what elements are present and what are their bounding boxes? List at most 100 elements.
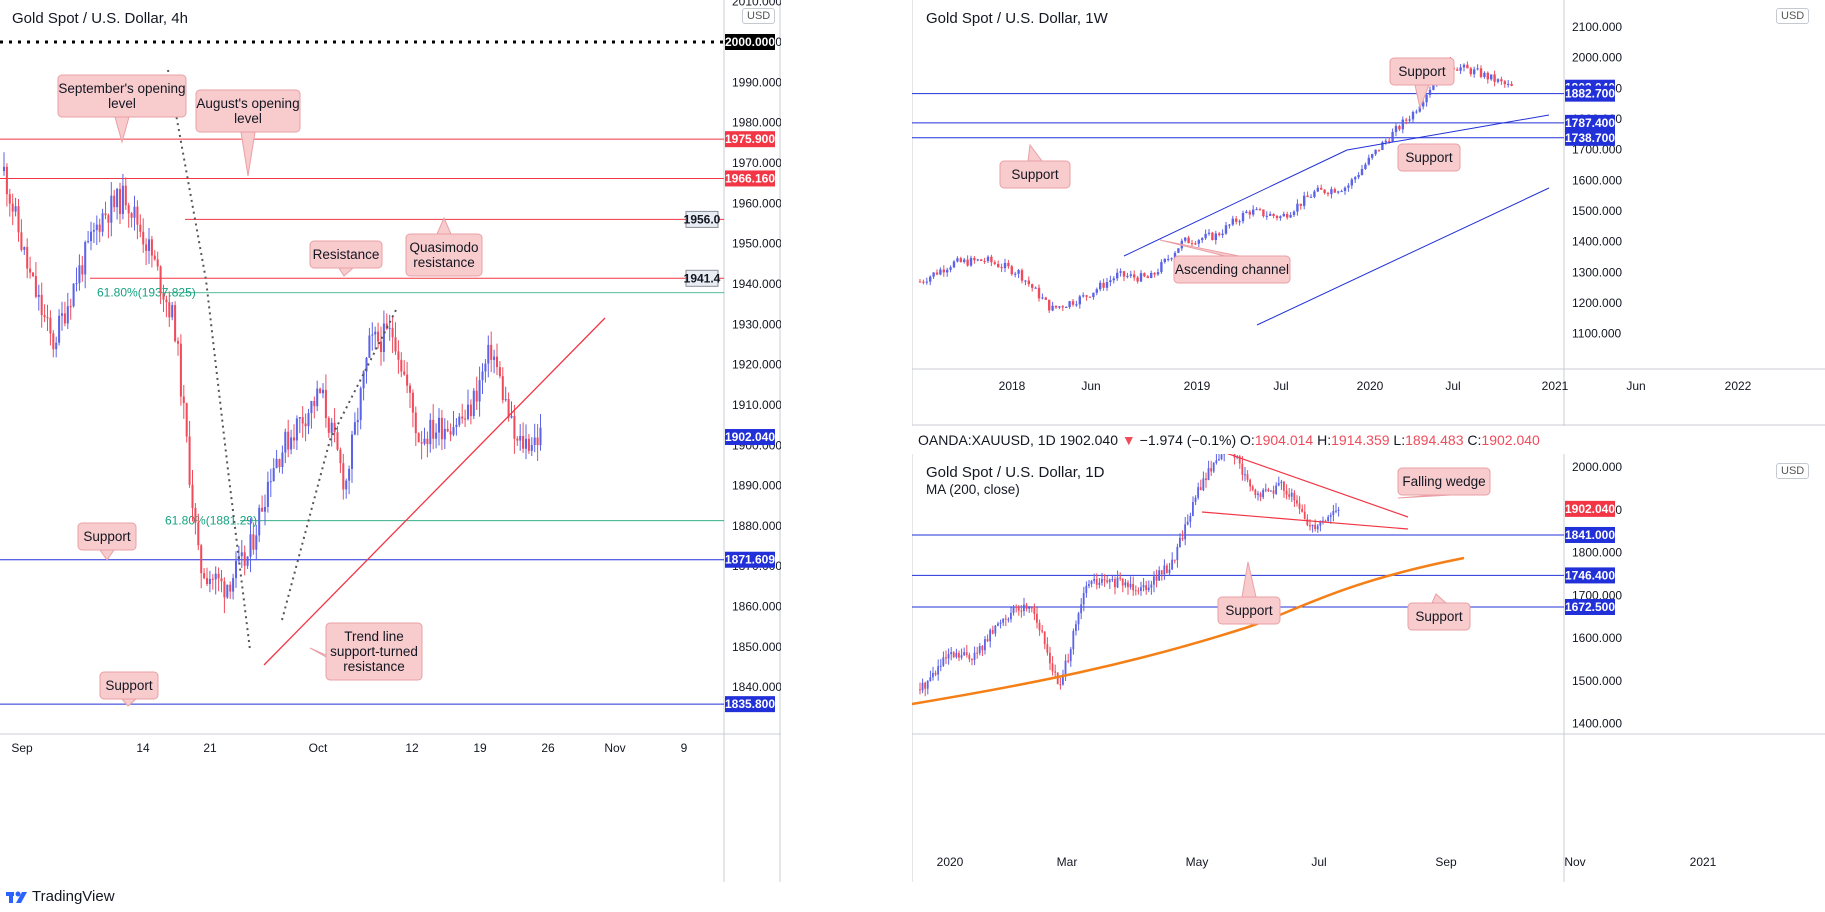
candle-body — [530, 444, 533, 451]
time-tick-label: 21 — [203, 741, 217, 755]
candle-body — [261, 507, 264, 512]
candle-body — [939, 269, 942, 275]
tradingview-brand: TradingView — [32, 888, 115, 905]
candle-body — [1244, 474, 1246, 476]
price-tag-text: 1882.700 — [1565, 87, 1615, 101]
currency-badge-1w[interactable]: USD — [1776, 8, 1810, 24]
candle-body — [1337, 191, 1340, 193]
price-axis-1d-tick-label: 1600.000 — [1572, 631, 1622, 645]
candle-body — [371, 334, 374, 336]
candle-body — [1347, 185, 1350, 188]
candle-body — [214, 573, 217, 580]
candle-body — [1374, 149, 1377, 155]
currency-badge-1d[interactable]: USD — [1776, 463, 1810, 479]
candle-body — [1064, 660, 1067, 675]
candle-body — [976, 652, 979, 654]
candle-body — [307, 413, 310, 427]
candle-body — [1251, 486, 1254, 490]
candle-body — [516, 438, 519, 441]
chart-title-1d: Gold Spot / U.S. Dollar, 1D — [926, 464, 1105, 481]
candle-body — [1014, 273, 1017, 275]
price-tag — [1565, 599, 1615, 616]
time-tick-label: May — [1186, 855, 1209, 869]
candle-body — [263, 506, 267, 512]
candle-body — [1163, 258, 1166, 263]
candle-body — [1275, 485, 1278, 494]
price-tag — [725, 551, 775, 568]
candle-body — [75, 283, 78, 285]
price-axis-4h-tick-label: 1960.000 — [732, 196, 781, 210]
candle-body — [139, 224, 142, 232]
candle-body — [1168, 569, 1171, 573]
candle-body — [490, 344, 493, 360]
candle-body — [946, 269, 949, 273]
candle-body — [1462, 64, 1466, 68]
chart-panel-4h[interactable]: 2010.000 2000.000 1990.000 1980.000 1970.000… — [0, 0, 781, 884]
price-axis-4h-tick-label: 1850.000 — [732, 640, 781, 654]
candle-body — [165, 299, 168, 303]
chart-1w-canvas[interactable]: 2100.0002000.0001900.0001800.0001700.000… — [912, 0, 1825, 426]
candle-body — [536, 437, 539, 446]
candle-body — [989, 629, 992, 642]
channel-ext — [1382, 115, 1549, 137]
chart-panel-1w[interactable]: 2100.0002000.0001900.0001800.0001700.000… — [912, 0, 1825, 426]
callout-box — [195, 89, 301, 133]
candle-body — [1265, 215, 1268, 217]
indicator-label[interactable]: MA (200, close) — [926, 482, 1020, 497]
candle-body — [1202, 478, 1205, 491]
candle-body — [1211, 232, 1214, 240]
candle-body — [1326, 193, 1330, 195]
price-tag-text: 1871.609 — [725, 553, 775, 567]
symbol-label[interactable]: OANDA:XAUUSD, 1D — [918, 432, 1056, 448]
candle-body — [1167, 258, 1170, 260]
candle-body — [37, 294, 40, 297]
chart-4h-canvas[interactable]: 2010.000 2000.000 1990.000 1980.000 1970.000… — [0, 0, 781, 884]
candle-body — [365, 357, 368, 372]
price-tag-text: 1738.700 — [1565, 131, 1615, 145]
callout-text: support-turned — [330, 644, 418, 659]
candle-body — [983, 260, 986, 262]
candle-body — [356, 420, 359, 423]
callout-text: Support — [1415, 609, 1463, 624]
candle-body — [959, 258, 962, 262]
candle-body — [72, 283, 75, 307]
candle-body — [1306, 518, 1309, 526]
candle-body — [1038, 622, 1041, 631]
chart-panel-1d[interactable]: 2100.0002000.0001900.0001800.0001700.000… — [912, 454, 1825, 884]
candle-body — [1132, 583, 1135, 591]
candle-body — [1254, 489, 1257, 495]
candle-body — [171, 305, 174, 318]
candle-body — [918, 281, 922, 283]
candle-body — [978, 646, 981, 654]
candle-body — [1212, 462, 1215, 472]
candle-body — [107, 215, 110, 223]
high-label: H: — [1317, 432, 1332, 448]
candle-body — [435, 432, 438, 439]
candle-body — [1150, 584, 1153, 588]
candle-body — [1201, 238, 1204, 241]
candle-body — [1017, 607, 1020, 611]
candle-body — [986, 256, 990, 262]
candle-body — [136, 206, 139, 225]
candle-body — [394, 337, 397, 352]
candle-body — [1024, 280, 1027, 282]
down-arrow-icon: ▼ — [1121, 432, 1136, 448]
candle-body — [1394, 126, 1398, 132]
candle-body — [194, 508, 197, 523]
candle-body — [147, 239, 151, 251]
callout-text: September's opening — [58, 81, 185, 96]
candle-body — [429, 419, 432, 445]
chart-1d-canvas[interactable]: 2100.0002000.0001900.0001800.0001700.000… — [912, 454, 1825, 884]
price-tag — [1565, 567, 1615, 584]
candle-body — [1298, 503, 1301, 509]
candle-body — [124, 185, 127, 206]
candle-body — [211, 578, 214, 580]
candle-body — [921, 682, 924, 691]
time-tick-label: Sep — [11, 741, 33, 755]
candle-body — [145, 244, 148, 251]
callout-text: level — [108, 96, 136, 111]
tradingview-logo[interactable]: TradingView — [6, 888, 115, 905]
candle-body — [1126, 275, 1129, 277]
candle-body — [986, 639, 989, 642]
currency-badge-4h-label[interactable]: USD — [742, 8, 776, 24]
